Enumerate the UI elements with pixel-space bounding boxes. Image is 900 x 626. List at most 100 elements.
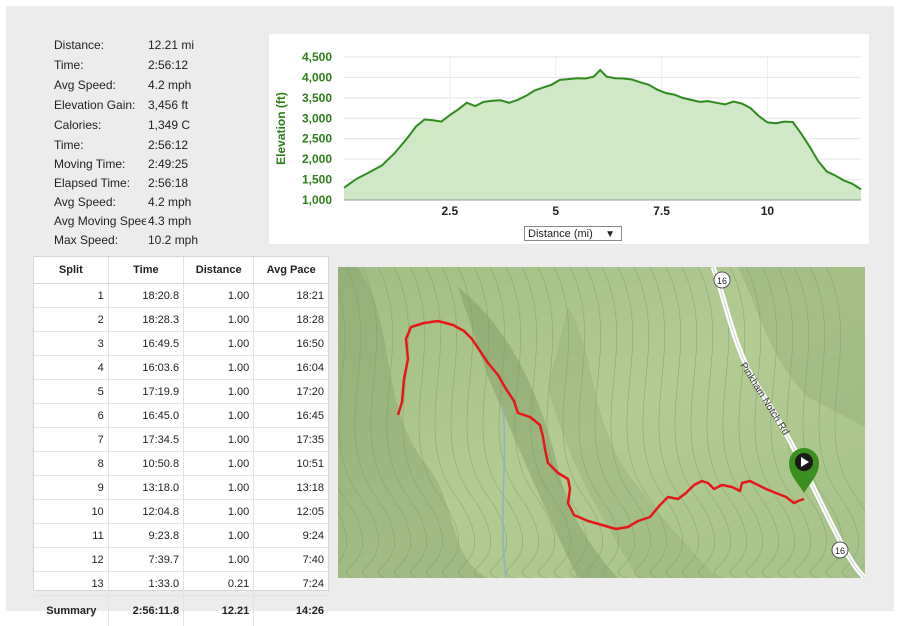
table-cell: 10:51 [254, 452, 328, 476]
stat-label: Moving Time: [54, 157, 146, 171]
table-cell: 18:28.3 [108, 308, 183, 332]
table-cell: 5 [34, 380, 108, 404]
x-axis-dropdown-label: Distance (mi) [528, 228, 593, 240]
summary-cell: 2:56:11.8 [108, 596, 183, 626]
table-cell: 7:39.7 [108, 548, 183, 572]
stat-label: Elapsed Time: [54, 176, 146, 190]
y-tick-label: 2,500 [302, 132, 332, 146]
table-cell: 17:34.5 [108, 428, 183, 452]
table-cell: 17:19.9 [108, 380, 183, 404]
table-cell: 1.00 [184, 524, 254, 548]
stat-value: 2:56:18 [148, 176, 188, 190]
table-cell: 16:04 [254, 356, 328, 380]
table-cell: 1 [34, 284, 108, 308]
stat-label: Avg Speed: [54, 195, 146, 209]
stat-value: 3,456 ft [148, 98, 188, 112]
table-cell: 10:50.8 [108, 452, 183, 476]
table-cell: 12:05 [254, 500, 328, 524]
table-cell: 1.00 [184, 356, 254, 380]
table-cell: 7:24 [254, 572, 328, 596]
stat-label: Avg Moving Spee [54, 214, 146, 228]
table-cell: 13 [34, 572, 108, 596]
table-cell: 16:49.5 [108, 332, 183, 356]
y-tick-label: 1,500 [302, 173, 332, 187]
table-cell: 17:20 [254, 380, 328, 404]
table-cell: 1.00 [184, 308, 254, 332]
table-cell: 9:23.8 [108, 524, 183, 548]
route-shield-north-text: 16 [717, 276, 727, 286]
table-cell: 13:18.0 [108, 476, 183, 500]
table-cell: 13:18 [254, 476, 328, 500]
x-tick-label: 7.5 [653, 204, 670, 218]
stat-value: 4.2 mph [148, 78, 191, 92]
table-cell: 3 [34, 332, 108, 356]
stat-value: 2:56:12 [148, 58, 188, 72]
route-map[interactable]: Pinkham Notch Rd 16 16 [338, 267, 865, 578]
elevation-chart-svg: 1,0001,5002,0002,5003,0003,5004,0004,500… [269, 34, 869, 244]
x-tick-label: 10 [761, 204, 775, 218]
table-cell: 1.00 [184, 500, 254, 524]
table-cell: 6 [34, 404, 108, 428]
y-tick-label: 4,000 [302, 70, 332, 84]
stat-value: 12.21 mi [148, 38, 194, 52]
table-cell: 10 [34, 500, 108, 524]
summary-cell: Summary [34, 596, 108, 626]
table-cell: 9:24 [254, 524, 328, 548]
x-tick-label: 5 [552, 204, 559, 218]
splits-header-cell: Distance [184, 257, 254, 284]
table-cell: 8 [34, 452, 108, 476]
summary-cell: 14:26 [254, 596, 328, 626]
table-cell: 12:04.8 [108, 500, 183, 524]
stat-label: Max Speed: [54, 233, 146, 247]
table-cell: 1.00 [184, 548, 254, 572]
table-cell: 1.00 [184, 428, 254, 452]
route-shield-south: 16 [832, 542, 848, 558]
splits-header-cell: Time [108, 257, 183, 284]
stat-value: 1,349 C [148, 118, 190, 132]
table-cell: 11 [34, 524, 108, 548]
table-cell: 2 [34, 308, 108, 332]
table-cell: 7 [34, 428, 108, 452]
y-tick-label: 2,000 [302, 152, 332, 166]
table-cell: 9 [34, 476, 108, 500]
stat-value: 2:49:25 [148, 157, 188, 171]
table-cell: 18:21 [254, 284, 328, 308]
x-tick-label: 2.5 [442, 204, 459, 218]
stat-value: 4.2 mph [148, 195, 191, 209]
table-cell: 1.00 [184, 404, 254, 428]
caret-down-icon: ▼ [605, 227, 615, 242]
table-cell: 0.21 [184, 572, 254, 596]
table-cell: 4 [34, 356, 108, 380]
table-cell: 1.00 [184, 452, 254, 476]
table-cell: 18:28 [254, 308, 328, 332]
elevation-area [344, 70, 861, 200]
topo-map-svg: Pinkham Notch Rd 16 16 [338, 267, 865, 578]
table-cell: 16:45 [254, 404, 328, 428]
y-tick-label: 1,000 [302, 193, 332, 207]
table-cell: 1.00 [184, 332, 254, 356]
table-cell: 16:45.0 [108, 404, 183, 428]
y-tick-label: 3,000 [302, 111, 332, 125]
table-cell: 1.00 [184, 380, 254, 404]
stat-label: Elevation Gain: [54, 98, 146, 112]
table-cell: 16:03.6 [108, 356, 183, 380]
route-shield-south-text: 16 [835, 546, 845, 556]
summary-cell: 12.21 [184, 596, 254, 626]
stat-label: Distance: [54, 38, 146, 52]
stat-value: 4.3 mph [148, 214, 191, 228]
x-axis-dropdown[interactable]: Distance (mi) ▼ [524, 226, 622, 241]
